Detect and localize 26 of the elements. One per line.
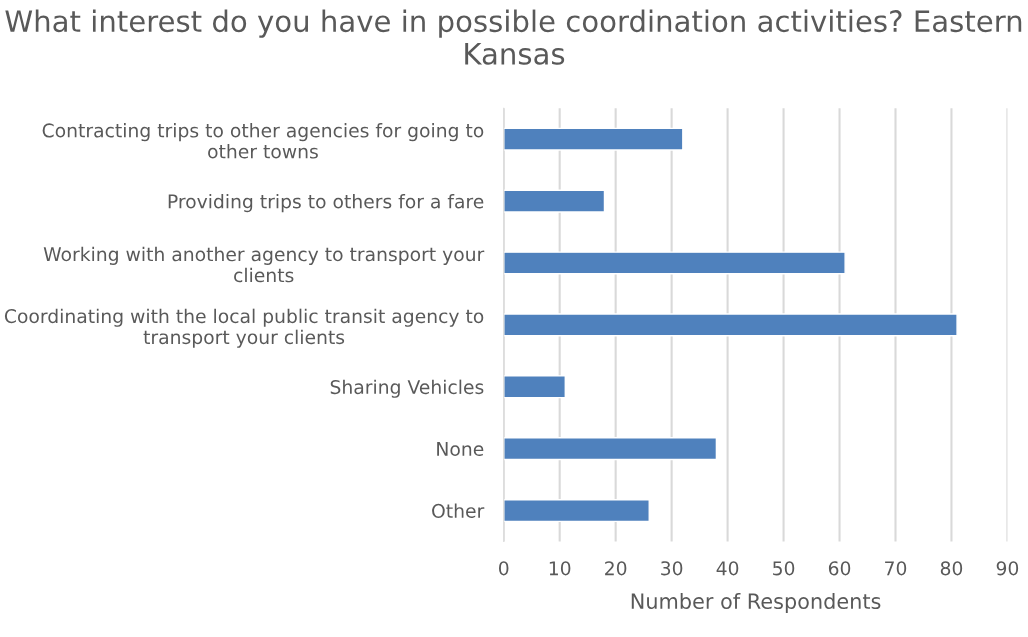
y-tick-label: Providing trips to others for a fare bbox=[168, 193, 484, 213]
bar bbox=[503, 375, 566, 399]
x-tick-label: 80 bbox=[940, 561, 963, 576]
y-tick-label: None bbox=[437, 442, 484, 457]
y-tick-label: Contracting trips to other agencies for going to other towns bbox=[42, 123, 484, 159]
x-tick-label: 50 bbox=[773, 561, 795, 576]
x-tick-label: 40 bbox=[716, 561, 739, 576]
x-tick-label: 20 bbox=[605, 561, 627, 576]
x-tick-label: 0 bbox=[498, 561, 509, 576]
y-tick-label: Working with another agency to transport your clients bbox=[43, 246, 485, 283]
y-tick-label: Sharing Vehicles bbox=[330, 379, 484, 398]
bar bbox=[503, 437, 718, 461]
y-tick-label: Other bbox=[432, 503, 485, 518]
x-tick-label: 90 bbox=[996, 561, 1019, 576]
bar bbox=[503, 189, 606, 213]
x-tick-label: 10 bbox=[549, 561, 571, 576]
y-tick-label: Coordinating with the local public transit agency to transport your clients bbox=[4, 308, 484, 348]
bar bbox=[503, 313, 958, 337]
x-axis-title: Number of Respondents bbox=[631, 592, 881, 614]
x-tick-label: 70 bbox=[885, 561, 907, 576]
bar bbox=[503, 127, 684, 151]
bar bbox=[503, 251, 846, 275]
bar bbox=[503, 498, 650, 523]
x-tick-label: 30 bbox=[661, 561, 683, 576]
x-tick-label: 60 bbox=[828, 561, 851, 576]
chart-title: What interest do you have in possible coordination activities? Eastern Kansas bbox=[5, 9, 1022, 65]
